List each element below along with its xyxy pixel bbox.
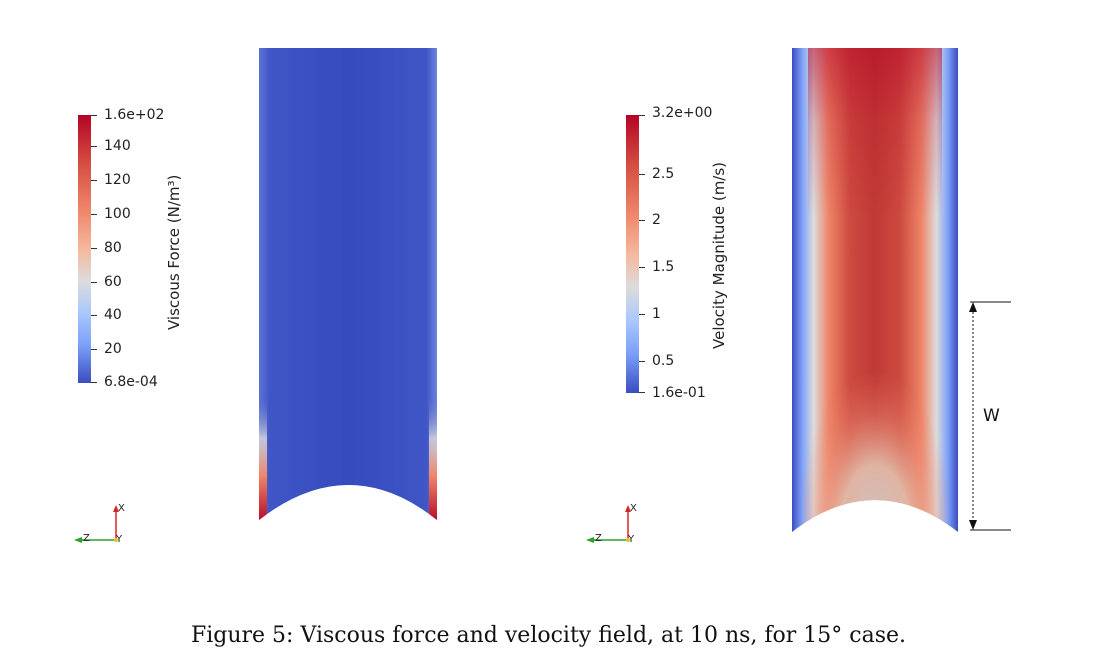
viscous-force-colorbar-gradient [78,115,91,383]
triad-x-label: X [118,503,125,514]
tick [91,214,97,215]
colorbar-title: Viscous Force (N/m³) [165,174,183,330]
axes-orientation-triad: X Z Y [70,500,130,560]
triad-z-label: Z [83,533,90,544]
tick [91,382,97,383]
tick [639,115,645,116]
viscous-force-field [259,48,437,520]
colorbar-min-label: 1.6e-01 [652,385,706,401]
colorbar-tick-label: 100 [104,206,131,222]
colorbar-max-label: 1.6e+02 [104,107,165,123]
colorbar-tick-label: 1.5 [652,259,675,275]
colorbar-tick-label: 40 [104,307,122,323]
tick [639,314,645,315]
tick [91,315,97,316]
dimension-w-label: W [983,406,1000,426]
tick [91,146,97,147]
tick [91,180,97,181]
tick [639,174,645,175]
triad-x-label: X [630,503,637,514]
width-dimension-marker [969,301,1011,531]
colorbar-tick-label: 0.5 [652,353,675,369]
colorbar-tick-label: 2.5 [652,166,675,182]
colorbar-tick-label: 2 [652,212,661,228]
tick [91,248,97,249]
velocity-colorbar-gradient [626,115,639,393]
colorbar-max-label: 3.2e+00 [652,105,713,121]
colorbar-title: Velocity Magnitude (m/s) [710,161,728,349]
velocity-magnitude-field [792,48,958,532]
colorbar-tick-label: 1 [652,306,661,322]
colorbar-tick-label: 20 [104,341,122,357]
axes-orientation-triad: X Z Y [582,500,642,560]
tick [639,220,645,221]
triad-y-label: Y [116,534,123,545]
colorbar-min-label: 6.8e-04 [104,374,158,390]
colorbar-tick-label: 140 [104,138,131,154]
triad-z-label: Z [595,533,602,544]
tick [639,361,645,362]
tick [91,282,97,283]
colorbar-tick-label: 120 [104,172,131,188]
triad-y-label: Y [628,534,635,545]
colorbar-tick-label: 60 [104,274,122,290]
tick [91,115,97,116]
tick [639,392,645,393]
figure-caption: Figure 5: Viscous force and velocity fie… [190,623,907,648]
colorbar-tick-label: 80 [104,240,122,256]
tick [639,267,645,268]
tick [91,349,97,350]
